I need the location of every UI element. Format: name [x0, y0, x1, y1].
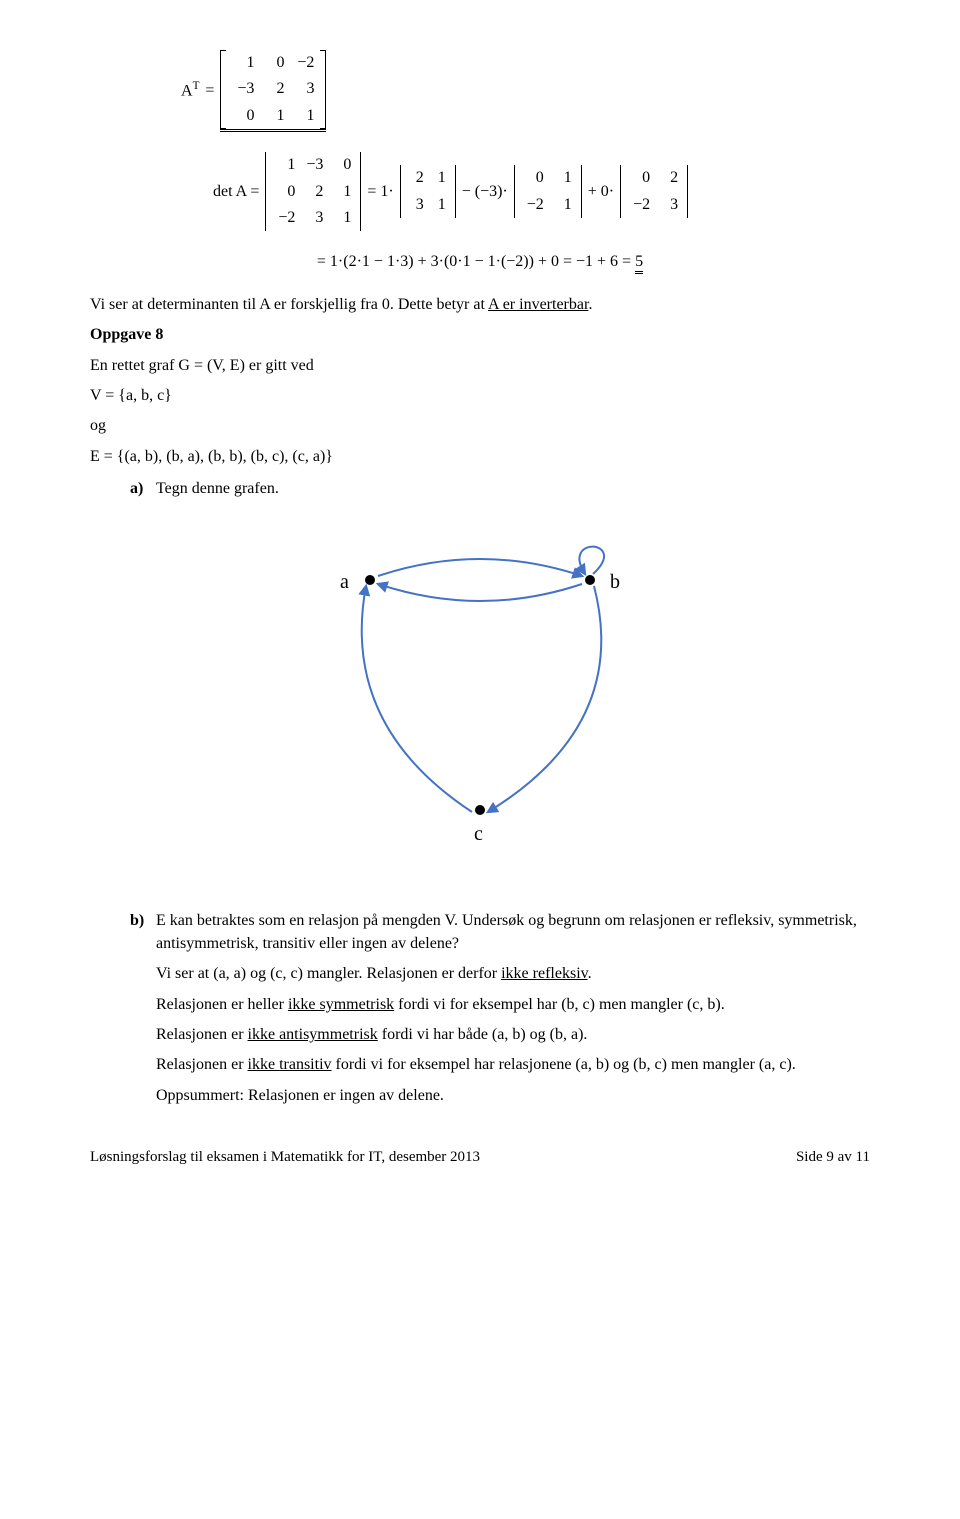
- b2-post: fordi vi for eksempel har (b, c) men man…: [394, 996, 725, 1013]
- opp8-title: Oppgave 8: [90, 326, 163, 343]
- opp8-heading: Oppgave 8: [90, 324, 870, 346]
- b-ans3: Relasjonen er ikke antisymmetrisk fordi …: [156, 1024, 870, 1046]
- b2-pre: Relasjonen er heller: [156, 996, 288, 1013]
- b2-u: ikke symmetrisk: [288, 996, 394, 1013]
- svg-text:b: b: [610, 571, 620, 593]
- conc-post: .: [588, 296, 592, 313]
- b4-pre: Relasjonen er: [156, 1056, 248, 1073]
- b3-post: fordi vi har både (a, b) og (b, a).: [378, 1026, 588, 1043]
- b3-u: ikke antisymmetrisk: [248, 1026, 378, 1043]
- det-eq1: = 1·: [367, 181, 393, 203]
- matrix-at: AT = 10−2−323011: [178, 50, 870, 132]
- graph-figure: a b c: [90, 530, 870, 870]
- footer-right: Side 9 av 11: [796, 1147, 870, 1168]
- opp8-intro: En rettet graf G = (V, E) er gitt ved: [90, 355, 870, 377]
- b4-post: fordi vi for eksempel har relasjonene (a…: [332, 1056, 796, 1073]
- at-matrix: 10−2−323011: [220, 50, 326, 132]
- minor3: 02−23: [620, 165, 688, 218]
- conc-pre: Vi ser at determinanten til A er forskje…: [90, 296, 488, 313]
- at-rows: 10−2−323011: [228, 50, 318, 129]
- b-summary: Oppsummert: Relasjonen er ingen av delen…: [156, 1085, 870, 1107]
- minor2: 01−21: [514, 165, 582, 218]
- a-marker: a): [130, 478, 156, 500]
- b4-u: ikke transitiv: [248, 1056, 332, 1073]
- b-ans4: Relasjonen er ikke transitiv fordi vi fo…: [156, 1054, 870, 1076]
- b-ans1: Vi ser at (a, a) og (c, c) mangler. Rela…: [156, 963, 870, 985]
- minor1: 2131: [400, 165, 456, 218]
- a-text: Tegn denne grafen.: [156, 480, 279, 497]
- det-main: 1−30021−231: [265, 152, 361, 231]
- conc-u: A er inverterbar: [488, 296, 588, 313]
- det-prefix: det A =: [213, 181, 259, 203]
- part-b: b)E kan betraktes som en relasjon på men…: [130, 910, 870, 1107]
- det-calc: = 1·(2·1 − 1·3) + 3·(0·1 − 1·(−2)) + 0 =…: [317, 253, 631, 270]
- b1-pre: Vi ser at (a, a) og (c, c) mangler. Rela…: [156, 965, 501, 982]
- svg-text:c: c: [474, 823, 483, 845]
- at-sup: T: [193, 80, 200, 92]
- det-conclusion: Vi ser at determinanten til A er forskje…: [90, 294, 870, 316]
- det-expansion: det A = 1−30021−231 = 1· 2131 − (−3)· 01…: [210, 152, 870, 231]
- v-def: V = {a, b, c}: [90, 385, 870, 407]
- det-mid1: − (−3)·: [462, 181, 508, 203]
- b-ans2: Relasjonen er heller ikke symmetrisk for…: [156, 994, 870, 1016]
- footer-left: Løsningsforslag til eksamen i Matematikk…: [90, 1147, 480, 1168]
- b-question: E kan betraktes som en relasjon på mengd…: [156, 912, 857, 951]
- og-label: og: [90, 415, 870, 437]
- det-calc-line: = 1·(2·1 − 1·3) + 3·(0·1 − 1·(−2)) + 0 =…: [90, 251, 870, 273]
- page-footer: Løsningsforslag til eksamen i Matematikk…: [90, 1147, 870, 1168]
- e-def: E = {(a, b), (b, a), (b, b), (b, c), (c,…: [90, 446, 870, 468]
- directed-graph: a b c: [310, 530, 650, 870]
- b3-pre: Relasjonen er: [156, 1026, 248, 1043]
- det-mid2: + 0·: [588, 181, 614, 203]
- b1-post: .: [588, 965, 592, 982]
- at-eq: =: [205, 80, 214, 102]
- svg-text:a: a: [340, 571, 349, 593]
- b-marker: b): [130, 910, 156, 932]
- det-result: 5: [635, 253, 643, 274]
- part-a: a)Tegn denne grafen.: [130, 478, 870, 500]
- at-label: A: [181, 83, 193, 100]
- b1-u: ikke refleksiv: [501, 965, 587, 982]
